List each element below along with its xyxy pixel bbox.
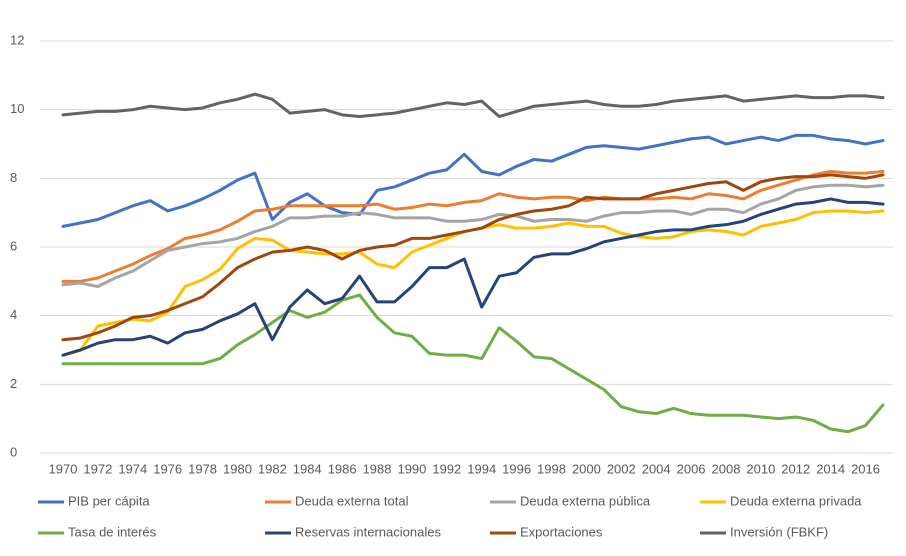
x-tick-label: 1982 bbox=[258, 461, 287, 476]
x-tick-label: 2006 bbox=[677, 461, 706, 476]
x-tick-label: 2014 bbox=[816, 461, 845, 476]
legend-label: Tasa de interés bbox=[68, 524, 157, 539]
x-tick-label: 2004 bbox=[642, 461, 671, 476]
x-tick-label: 2012 bbox=[781, 461, 810, 476]
legend-label: Reservas internacionales bbox=[295, 524, 441, 539]
x-tick-label: 1988 bbox=[363, 461, 392, 476]
line-series bbox=[61, 197, 885, 357]
x-tick-label: 1996 bbox=[502, 461, 531, 476]
line-series bbox=[61, 183, 885, 288]
y-tick-label: 4 bbox=[10, 307, 17, 322]
x-tick-label: 2010 bbox=[746, 461, 775, 476]
x-tick-label: 1984 bbox=[293, 461, 322, 476]
line-series bbox=[61, 293, 885, 434]
legend-label: Deuda externa pública bbox=[520, 493, 651, 508]
line-series bbox=[61, 133, 885, 228]
line-series bbox=[61, 173, 885, 342]
line-series bbox=[61, 169, 885, 283]
x-tick-label: 1990 bbox=[397, 461, 426, 476]
y-tick-label: 6 bbox=[10, 238, 17, 253]
x-tick-label: 1972 bbox=[83, 461, 112, 476]
x-tick-label: 1980 bbox=[223, 461, 252, 476]
line-series bbox=[61, 92, 885, 119]
legend-label: Exportaciones bbox=[520, 524, 603, 539]
y-tick-label: 0 bbox=[10, 444, 17, 459]
x-tick-label: 1992 bbox=[432, 461, 461, 476]
legend-label: PIB per cápita bbox=[68, 493, 150, 508]
x-tick-label: 2016 bbox=[851, 461, 880, 476]
y-tick-label: 12 bbox=[10, 32, 24, 47]
y-tick-label: 10 bbox=[10, 101, 24, 116]
x-tick-label: 1998 bbox=[537, 461, 566, 476]
x-tick-label: 1986 bbox=[328, 461, 357, 476]
y-tick-label: 2 bbox=[10, 376, 17, 391]
legend-label: Deuda externa privada bbox=[730, 493, 862, 508]
x-tick-label: 2002 bbox=[607, 461, 636, 476]
legend-label: Deuda externa total bbox=[295, 493, 409, 508]
x-tick-label: 2000 bbox=[572, 461, 601, 476]
x-tick-label: 1974 bbox=[118, 461, 147, 476]
x-tick-label: 1970 bbox=[49, 461, 78, 476]
y-tick-label: 8 bbox=[10, 170, 17, 185]
x-tick-label: 2008 bbox=[712, 461, 741, 476]
x-tick-label: 1994 bbox=[467, 461, 496, 476]
legend-label: Inversión (FBKF) bbox=[730, 524, 828, 539]
x-tick-label: 1978 bbox=[188, 461, 217, 476]
x-tick-label: 1976 bbox=[153, 461, 182, 476]
